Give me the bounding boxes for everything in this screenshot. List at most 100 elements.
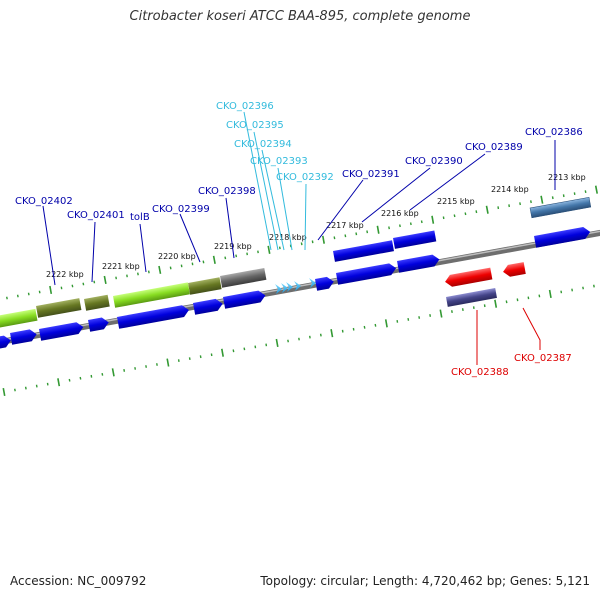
feature-cko-02387-arrow[interactable] xyxy=(502,262,526,278)
ruler-lower-minor-tick xyxy=(374,323,377,327)
label-cko-02394[interactable]: CKO_02394 xyxy=(234,139,292,150)
cds-arrow-left-2[interactable] xyxy=(0,334,12,349)
label-cko-02399[interactable]: CKO_02399 xyxy=(152,204,210,215)
ruler-lower-minor-tick xyxy=(461,308,464,312)
callout-line-cko-02399 xyxy=(179,213,201,263)
feature-cko-02389-box[interactable] xyxy=(393,230,437,249)
ruler-upper-major-tick xyxy=(594,185,598,194)
callout-line-cko-02392 xyxy=(304,183,307,251)
cds-arrow-cko-02390[interactable] xyxy=(336,262,397,285)
ruler-lower-minor-tick xyxy=(319,333,322,337)
label-cko-02396[interactable]: CKO_02396 xyxy=(216,101,274,112)
callout-line-cko-02390 xyxy=(361,167,431,223)
ruler-upper-minor-tick xyxy=(519,202,521,206)
trna-cko-02393[interactable] xyxy=(294,281,301,291)
ruler-lower-minor-tick xyxy=(156,363,158,366)
ruler-upper-minor-tick xyxy=(224,256,227,260)
ruler-upper-minor-tick xyxy=(38,290,41,294)
ruler-lower-minor-tick xyxy=(451,310,453,314)
feature-cko-02390-box[interactable] xyxy=(333,240,394,262)
feature-tolb-box[interactable] xyxy=(113,282,190,308)
cds-arrow-cko-02389[interactable] xyxy=(397,253,440,273)
label-cko-02386[interactable]: CKO_02386 xyxy=(525,127,583,138)
ruler-upper-minor-tick xyxy=(147,270,150,274)
cds-arrow-cko-02391[interactable] xyxy=(315,276,335,291)
ruler-lower-minor-tick xyxy=(79,376,82,380)
ruler-upper-ticks xyxy=(6,185,598,300)
ruler-upper-minor-tick xyxy=(169,266,172,270)
callout-line-cko-02398 xyxy=(225,197,235,259)
trna-cko-02392[interactable] xyxy=(309,278,316,288)
ruler-lower-minor-tick xyxy=(363,325,366,329)
ruler-upper-minor-tick xyxy=(420,220,423,224)
ruler-upper-minor-tick xyxy=(16,294,19,298)
callout-line-cko-02391 xyxy=(317,179,364,241)
feature-cko-02388-box[interactable] xyxy=(446,288,497,307)
ruler-lower-minor-tick xyxy=(199,355,202,359)
ruler-upper-minor-tick xyxy=(202,260,205,264)
feature-cko-02402-box[interactable] xyxy=(36,298,82,318)
ruler-upper-minor-tick xyxy=(366,230,369,234)
cds-arrow-cko-02386[interactable] xyxy=(534,226,591,248)
label-cko-02398[interactable]: CKO_02398 xyxy=(198,186,256,197)
ruler-lower-minor-tick xyxy=(593,284,595,288)
accession-text: Accession: NC_009792 xyxy=(10,574,147,588)
feature-cko-02388-arrow[interactable] xyxy=(444,267,493,288)
ruler-label-2222: 2222 kbp xyxy=(46,270,84,279)
upper-feature-row xyxy=(0,196,592,328)
ruler-upper-minor-tick xyxy=(300,242,303,246)
ruler-label-2215: 2215 kbp xyxy=(437,197,475,206)
cds-arrow-tolb[interactable] xyxy=(117,304,190,329)
cds-arrow-cko-02398[interactable] xyxy=(223,289,266,309)
ruler-lower-minor-tick xyxy=(24,386,27,390)
label-cko-02391[interactable]: CKO_02391 xyxy=(342,169,400,180)
ruler-lower-minor-tick xyxy=(505,300,508,304)
callout-line-cko-02393 xyxy=(277,167,293,251)
ruler-lower-major-tick xyxy=(548,289,552,299)
ruler-label-2218: 2218 kbp xyxy=(269,233,307,242)
ruler-lower-minor-tick xyxy=(123,368,126,372)
feature-cko-02398-box[interactable] xyxy=(220,267,267,288)
ruler-label-2217: 2217 kbp xyxy=(326,221,364,230)
callout-line-cko-02387 xyxy=(522,307,541,350)
label-cko-02401[interactable]: CKO_02401 xyxy=(67,210,125,221)
ruler-lower-minor-tick xyxy=(538,294,541,298)
label-cko-02390[interactable]: CKO_02390 xyxy=(405,156,463,167)
label-cko-02387[interactable]: CKO_02387 xyxy=(514,353,572,364)
cds-arrow-left-1[interactable] xyxy=(10,328,38,345)
label-cko-02389[interactable]: CKO_02389 xyxy=(465,142,523,153)
ruler-upper-major-tick xyxy=(376,225,380,234)
cds-arrow-cko-02401[interactable] xyxy=(88,316,110,332)
feature-left-edge-box[interactable] xyxy=(0,308,38,328)
ruler-upper-major-tick xyxy=(431,215,435,224)
ruler-lower-major-tick xyxy=(2,387,6,397)
ruler-upper-minor-tick xyxy=(333,236,336,240)
ruler-label-2216: 2216 kbp xyxy=(381,209,419,218)
callout-lines xyxy=(42,111,556,365)
label-cko-02392[interactable]: CKO_02392 xyxy=(276,172,334,183)
ruler-upper-minor-tick xyxy=(93,280,96,284)
ruler-upper-minor-tick xyxy=(453,214,456,218)
label-cko-02393[interactable]: CKO_02393 xyxy=(250,156,308,167)
ruler-upper-minor-tick xyxy=(27,292,30,296)
cds-arrow-cko-02399[interactable] xyxy=(193,298,224,315)
genome-summary-text: Topology: circular; Length: 4,720,462 bp… xyxy=(260,574,590,588)
ruler-upper-major-tick xyxy=(485,205,489,214)
ruler-upper-minor-tick xyxy=(71,284,74,288)
ruler-label-2221: 2221 kbp xyxy=(102,262,140,271)
feature-cko-02401-box[interactable] xyxy=(84,294,110,311)
trna-cko-02395[interactable] xyxy=(281,283,288,293)
label-cko-02395[interactable]: CKO_02395 xyxy=(226,120,284,131)
ruler-lower-major-tick xyxy=(439,309,443,318)
ruler-lower-major-tick xyxy=(221,348,224,357)
ruler-lower-major-tick xyxy=(384,319,388,328)
feature-cko-02386-box[interactable] xyxy=(529,196,592,219)
label-cko-02388[interactable]: CKO_02388 xyxy=(451,367,509,378)
label-tolb[interactable]: tolB xyxy=(130,212,150,223)
label-cko-02402[interactable]: CKO_02402 xyxy=(15,196,73,207)
cds-arrow-cko-02402[interactable] xyxy=(39,321,84,341)
ruler-upper-major-tick xyxy=(158,265,162,274)
trna-cko-02396[interactable] xyxy=(275,284,282,294)
feature-cko-02399-box[interactable] xyxy=(188,277,222,295)
trna-cko-02394[interactable] xyxy=(286,282,293,292)
